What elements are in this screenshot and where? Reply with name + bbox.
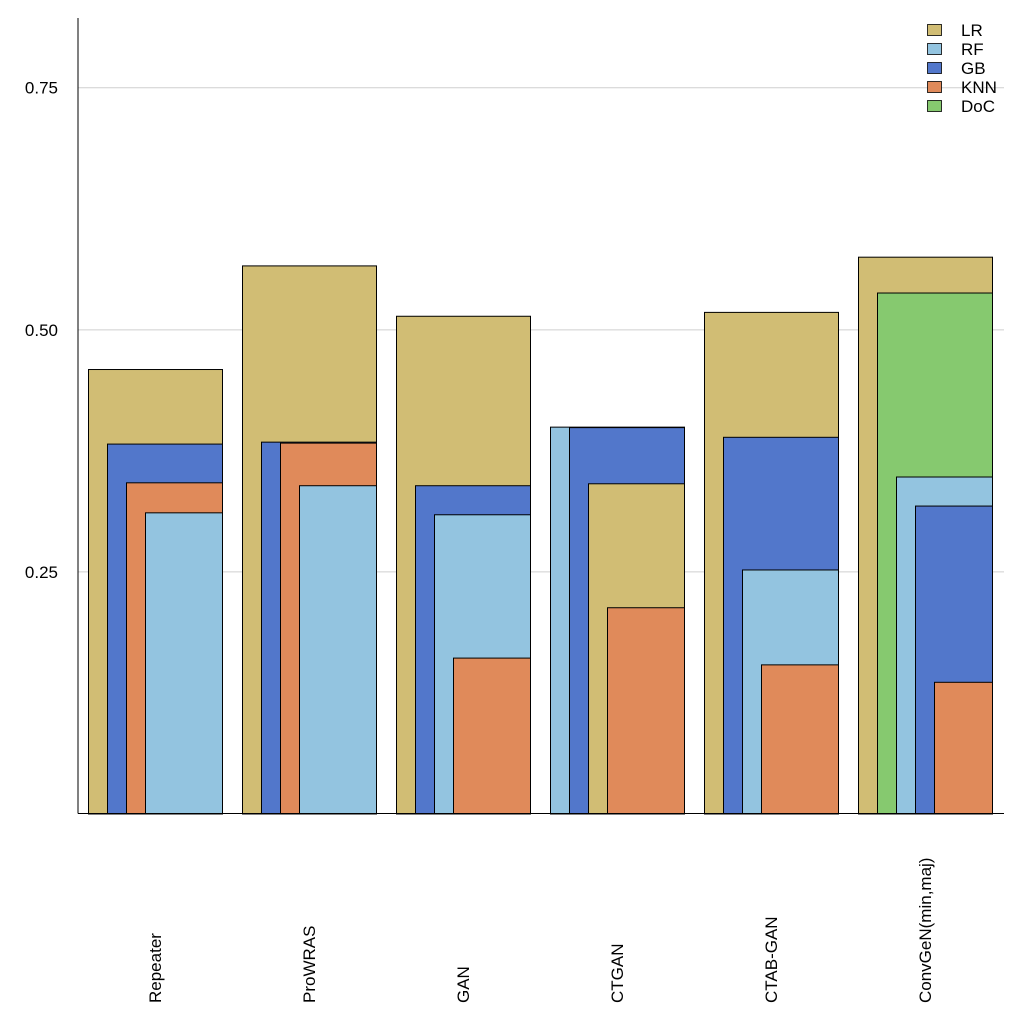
x-tick-label: CTAB-GAN	[762, 916, 781, 1003]
bar-RF-Repeater	[145, 512, 223, 815]
legend-label-KNN: KNN	[961, 78, 997, 97]
bar-group-CTAB-GAN	[704, 311, 839, 815]
x-tick-label: CTGAN	[608, 944, 627, 1004]
legend-swatch-DoC	[927, 100, 942, 112]
legend-label-GB: GB	[961, 59, 986, 78]
x-tick-label: ProWRAS	[300, 926, 319, 1003]
y-tick-labels: 0.25 0.50 0.75	[25, 79, 58, 582]
legend-swatch-RF	[927, 43, 942, 55]
x-tick-label: Repeater	[146, 933, 165, 1003]
x-tick-label: ConvGeN(min,maj)	[916, 858, 935, 1003]
legend-swatch-LR	[927, 24, 942, 36]
bar-KNN-CTGAN	[607, 607, 685, 815]
y-tick-label: 0.25	[25, 563, 58, 582]
x-tick-labels: Repeater ProWRAS GAN CTGAN CTAB-GAN ConvGeN(m…	[146, 858, 935, 1003]
x-tick-label: GAN	[454, 966, 473, 1003]
gridlines	[78, 87, 1004, 573]
bar-group-Repeater	[88, 369, 223, 815]
bar-group-CTGAN	[550, 426, 685, 815]
legend-label-LR: LR	[961, 21, 983, 40]
legend-label-RF: RF	[961, 40, 984, 59]
bar-group-GAN	[396, 315, 531, 815]
bar-group-ConvGeN(min,maj)	[858, 256, 993, 815]
bar-KNN-CTAB-GAN	[761, 664, 839, 815]
bar-KNN-ConvGeN(min,maj)	[934, 681, 993, 815]
bar-KNN-GAN	[453, 657, 531, 815]
legend-swatch-KNN	[927, 81, 942, 93]
y-tick-label: 0.75	[25, 79, 58, 98]
bar-RF-ProWRAS	[299, 485, 377, 815]
bar-group-ProWRAS	[242, 265, 377, 815]
bars	[88, 256, 993, 815]
legend-label-DoC: DoC	[961, 97, 995, 116]
y-tick-label: 0.50	[25, 321, 58, 340]
legend-swatch-GB	[927, 62, 942, 74]
